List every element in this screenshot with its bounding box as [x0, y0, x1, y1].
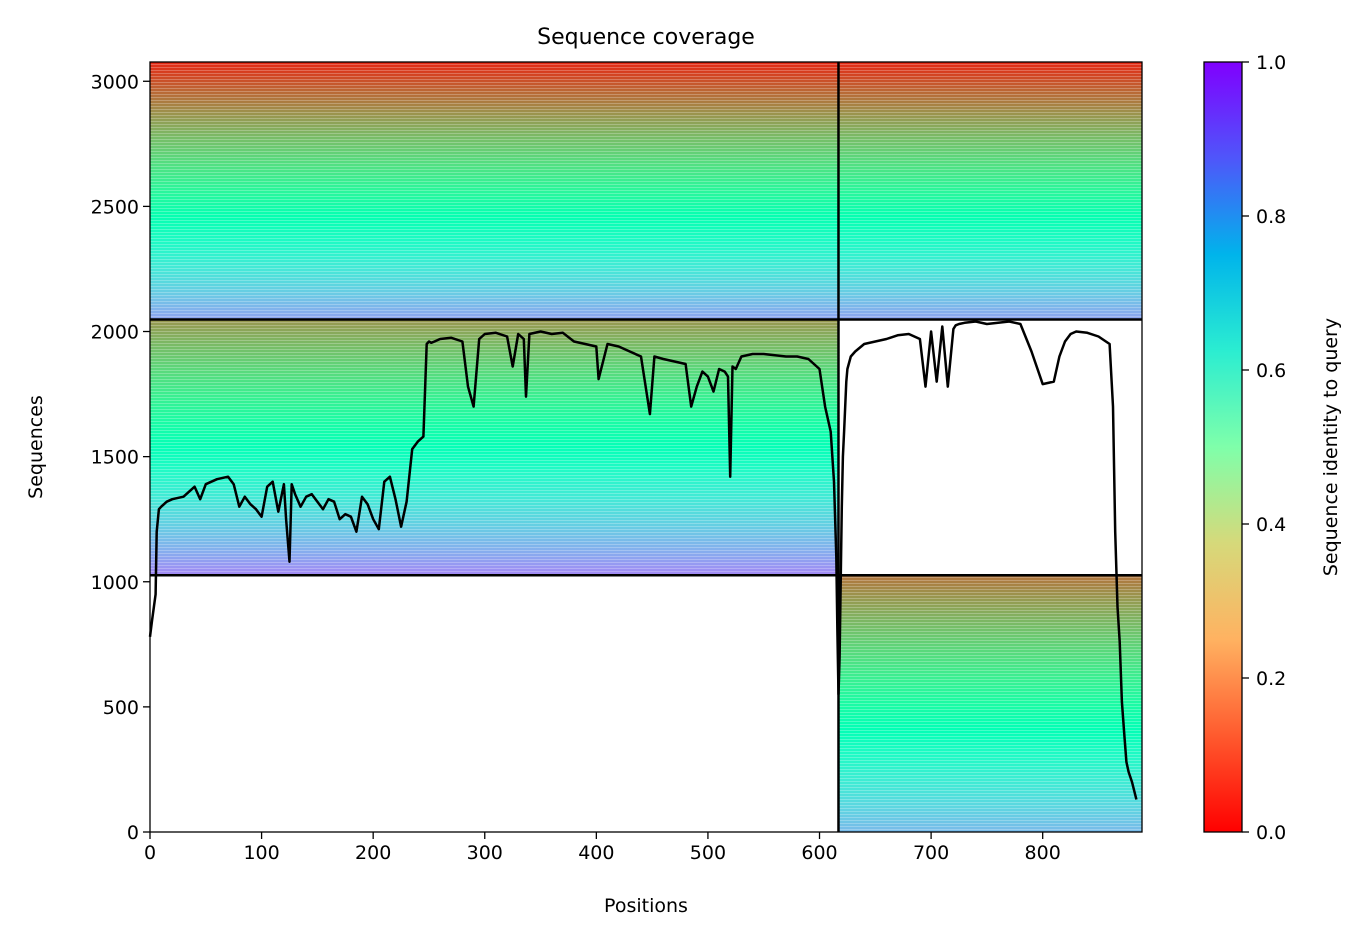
- colorbar-tick-label: 0.8: [1256, 206, 1286, 228]
- x-tick-label: 300: [467, 842, 503, 864]
- x-tick-label: 700: [913, 842, 949, 864]
- block-boundaries: [150, 62, 1142, 832]
- y-tick-label: 1000: [91, 572, 139, 594]
- colorbar-axis: 0.0 0.2 0.4 0.6 0.8 1.0: [1242, 52, 1286, 844]
- colorbar-tick-label: 1.0: [1256, 52, 1286, 74]
- y-tick-label: 2000: [91, 322, 139, 344]
- x-tick-label: 600: [801, 842, 837, 864]
- y-axis-label: Sequences: [25, 395, 47, 499]
- y-tick-label: 500: [103, 697, 139, 719]
- x-tick-label: 200: [355, 842, 391, 864]
- y-tick-label: 3000: [91, 71, 139, 93]
- colorbar-tick-label: 0.4: [1256, 514, 1286, 536]
- colorbar-tick-label: 0.2: [1256, 668, 1286, 690]
- coverage-block-texture: [838, 62, 1142, 320]
- coverage-block-texture: [150, 62, 839, 320]
- colorbar-tick-label: 0.0: [1256, 822, 1286, 844]
- x-tick-label: 400: [578, 842, 614, 864]
- colorbar-label: Sequence identity to query: [1320, 318, 1342, 576]
- y-tick-label: 1500: [91, 447, 139, 469]
- x-tick-label: 800: [1025, 842, 1061, 864]
- y-tick-label: 2500: [91, 196, 139, 218]
- coverage-block-texture: [150, 319, 839, 576]
- coverage-line: [148, 320, 1138, 800]
- x-tick-label: 100: [243, 842, 279, 864]
- colorbar: [1203, 61, 1243, 833]
- x-tick-label: 0: [144, 842, 156, 864]
- y-axis: 0 500 1000 1500 2000 2500 3000: [91, 71, 150, 844]
- plot-frame: [149, 61, 1143, 833]
- coverage-heatmap: [150, 62, 1142, 832]
- coverage-block-texture: [838, 575, 1142, 832]
- x-tick-label: 500: [690, 842, 726, 864]
- colorbar-tick-label: 0.6: [1256, 360, 1286, 382]
- x-axis-label: Positions: [604, 895, 688, 917]
- y-tick-label: 0: [127, 822, 139, 844]
- x-axis: 0 100 200 300 400 500 600 700 800: [144, 832, 1061, 864]
- chart-title: Sequence coverage: [537, 25, 755, 50]
